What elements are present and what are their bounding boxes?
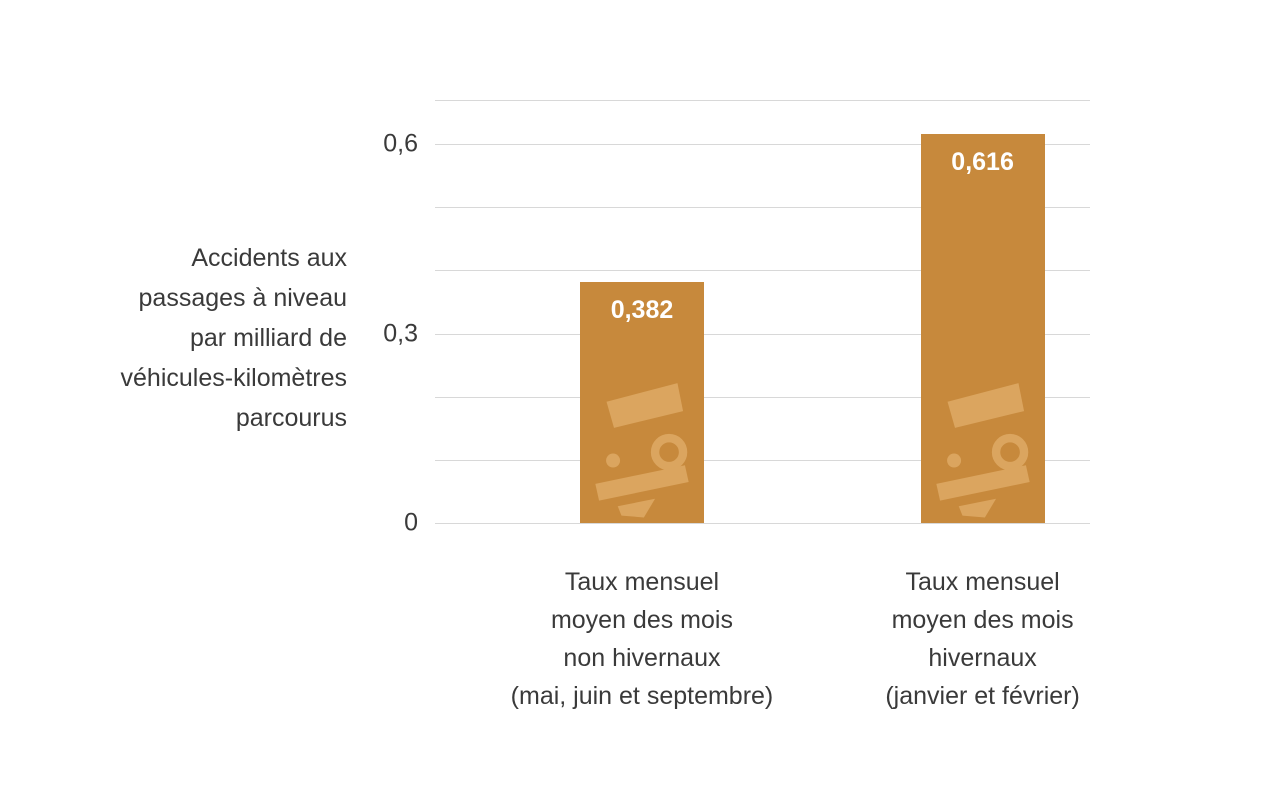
bar: 0,616 bbox=[920, 134, 1045, 523]
y-axis-title-line: passages à niveau bbox=[138, 284, 347, 312]
plot-area: 0,382 0,616 bbox=[435, 100, 1090, 524]
y-axis-tick-label: 0 bbox=[404, 508, 418, 537]
gridline bbox=[435, 459, 1090, 461]
gridline bbox=[435, 523, 1090, 524]
y-axis-title-line: par milliard de bbox=[189, 324, 347, 352]
y-axis-title-line: Accidents aux bbox=[191, 244, 347, 272]
x-axis-category-label-line: (mai, juin et septembre) bbox=[510, 682, 774, 710]
y-axis-title: Accidents aux passages à niveau par millia… bbox=[7, 238, 347, 438]
x-axis-category-label-line: (janvier et février) bbox=[885, 682, 1080, 710]
y-axis-title-line: parcourus bbox=[235, 404, 347, 432]
x-axis-category-label-line: non hivernaux bbox=[563, 644, 721, 672]
x-axis-category-label: Taux mensuel moyen des mois non hivernaux (… bbox=[511, 563, 774, 715]
gridline bbox=[435, 100, 1090, 101]
x-axis-category-label-line: hivernaux bbox=[928, 644, 1037, 672]
x-axis-category-label-line: moyen des mois bbox=[891, 606, 1074, 634]
x-axis-category-label-line: Taux mensuel bbox=[564, 568, 720, 596]
gridline bbox=[435, 144, 1090, 146]
gridline bbox=[435, 396, 1090, 398]
bar-watermark bbox=[586, 370, 698, 519]
bar: 0,382 bbox=[579, 281, 704, 523]
bar-value-label: 0,616 bbox=[951, 148, 1014, 177]
gridline bbox=[435, 270, 1090, 272]
y-axis-tick-label: 0,3 bbox=[383, 319, 418, 348]
x-axis-category-label-line: moyen des mois bbox=[550, 606, 733, 634]
bar-value-label: 0,382 bbox=[610, 295, 674, 324]
train-front-icon bbox=[595, 382, 689, 518]
x-axis-category-label: Taux mensuel moyen des mois hivernaux (janv… bbox=[885, 563, 1080, 715]
train-front-icon bbox=[935, 382, 1030, 518]
y-axis-tick-label: 0,6 bbox=[383, 129, 418, 158]
gridline bbox=[435, 333, 1090, 335]
gridline bbox=[435, 207, 1090, 209]
x-axis-category-label-line: Taux mensuel bbox=[905, 568, 1060, 596]
y-axis-title-line: véhicules-kilomètres bbox=[120, 364, 347, 392]
bar-watermark bbox=[927, 370, 1039, 519]
